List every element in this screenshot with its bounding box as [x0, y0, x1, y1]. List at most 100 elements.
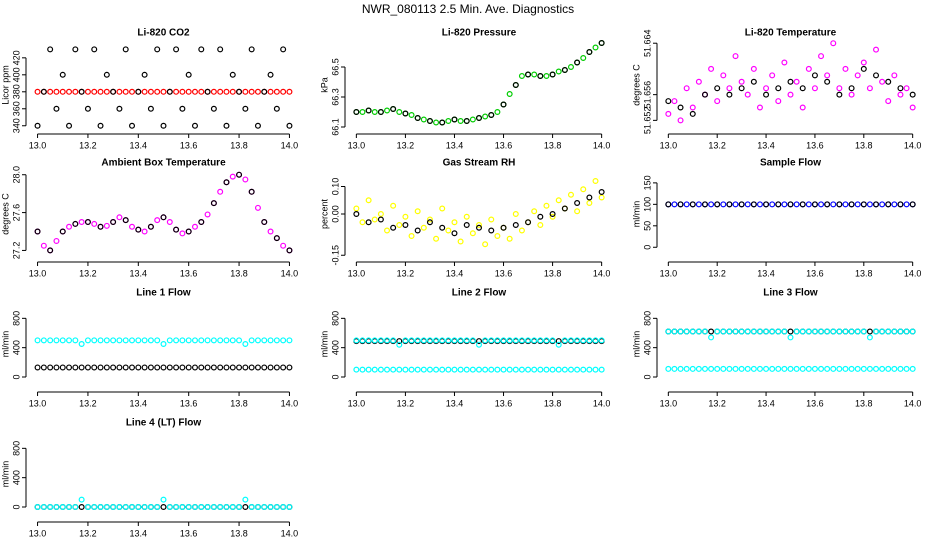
data-point [267, 337, 274, 344]
data-point [885, 328, 892, 335]
data-point [59, 88, 66, 95]
y-tick-label: 400 [642, 340, 652, 355]
data-point [549, 366, 556, 373]
y-tick-label: 800 [11, 441, 21, 456]
data-point [463, 337, 470, 344]
data-point [359, 337, 366, 344]
data-point [371, 337, 378, 344]
data-point [210, 200, 217, 207]
data-point [506, 235, 513, 242]
y-tick-label: 400 [11, 470, 21, 485]
data-point [909, 201, 916, 208]
data-point [84, 219, 91, 226]
data-point [561, 205, 568, 212]
data-point [439, 366, 446, 373]
data-point [830, 201, 837, 208]
data-point [689, 104, 696, 111]
data-point [866, 365, 873, 372]
x-tick-label: 13.4 [757, 140, 775, 150]
data-point [236, 504, 243, 511]
y-tick-label: 66.3 [330, 88, 340, 106]
data-point [683, 201, 690, 208]
data-point [78, 219, 85, 226]
data-point [439, 119, 446, 126]
data-point [512, 337, 519, 344]
data-point [574, 208, 581, 215]
data-point [402, 213, 409, 220]
data-point [223, 337, 230, 344]
x-tick-label: 14.0 [281, 528, 299, 538]
data-point [488, 366, 495, 373]
x-tick-label: 14.0 [281, 398, 299, 408]
data-point [818, 328, 825, 335]
data-point [141, 71, 148, 78]
data-point [561, 366, 568, 373]
data-point [567, 337, 574, 344]
data-point [242, 88, 249, 95]
data-point [84, 364, 91, 371]
data-point [191, 122, 198, 129]
data-point [365, 197, 372, 204]
data-point [598, 39, 605, 46]
x-tick-label: 13.0 [29, 398, 47, 408]
data-point [242, 504, 249, 511]
data-point [598, 366, 605, 373]
data-point [78, 364, 85, 371]
data-point [248, 364, 255, 371]
data-point [854, 72, 861, 79]
x-tick-label: 13.8 [544, 140, 562, 150]
x-tick-label: 13.8 [230, 140, 248, 150]
data-point [561, 66, 568, 73]
data-point [353, 205, 360, 212]
data-point [549, 213, 556, 220]
data-point [135, 88, 142, 95]
data-point [695, 328, 702, 335]
data-point [91, 220, 98, 227]
data-point [66, 223, 73, 230]
data-point [482, 337, 489, 344]
data-point [141, 364, 148, 371]
data-point [377, 108, 384, 115]
data-point [818, 365, 825, 372]
data-point [787, 78, 794, 85]
y-axis-label: ml/min [0, 331, 10, 358]
data-point [543, 337, 550, 344]
data-point [420, 224, 427, 231]
data-point [476, 222, 483, 229]
data-point [689, 110, 696, 117]
data-point [154, 217, 161, 224]
panel-title: Line 3 Flow [763, 288, 818, 299]
data-point [286, 122, 293, 129]
x-tick-label: 13.2 [708, 398, 726, 408]
data-point [147, 88, 154, 95]
data-point [414, 114, 421, 121]
x-tick-label: 13.8 [855, 140, 873, 150]
data-point [53, 364, 60, 371]
data-point [763, 85, 770, 92]
data-point [824, 72, 831, 79]
data-point [671, 98, 678, 105]
x-tick-label: 13.8 [855, 268, 873, 278]
data-point [377, 211, 384, 218]
data-point [830, 328, 837, 335]
data-point [408, 233, 415, 240]
data-point [873, 365, 880, 372]
data-point [191, 223, 198, 230]
data-point [78, 341, 85, 348]
data-point [836, 201, 843, 208]
data-point [97, 504, 104, 511]
data-point [47, 337, 54, 344]
data-point [824, 328, 831, 335]
data-point [469, 337, 476, 344]
data-point [229, 173, 236, 180]
data-point [365, 337, 372, 344]
data-point [223, 122, 230, 129]
data-point [525, 366, 532, 373]
data-point [531, 208, 538, 215]
data-point [903, 365, 910, 372]
data-point [280, 337, 287, 344]
data-point [592, 337, 599, 344]
data-point [580, 366, 587, 373]
y-tick-label: 51.652 [642, 107, 652, 135]
data-point [160, 122, 167, 129]
